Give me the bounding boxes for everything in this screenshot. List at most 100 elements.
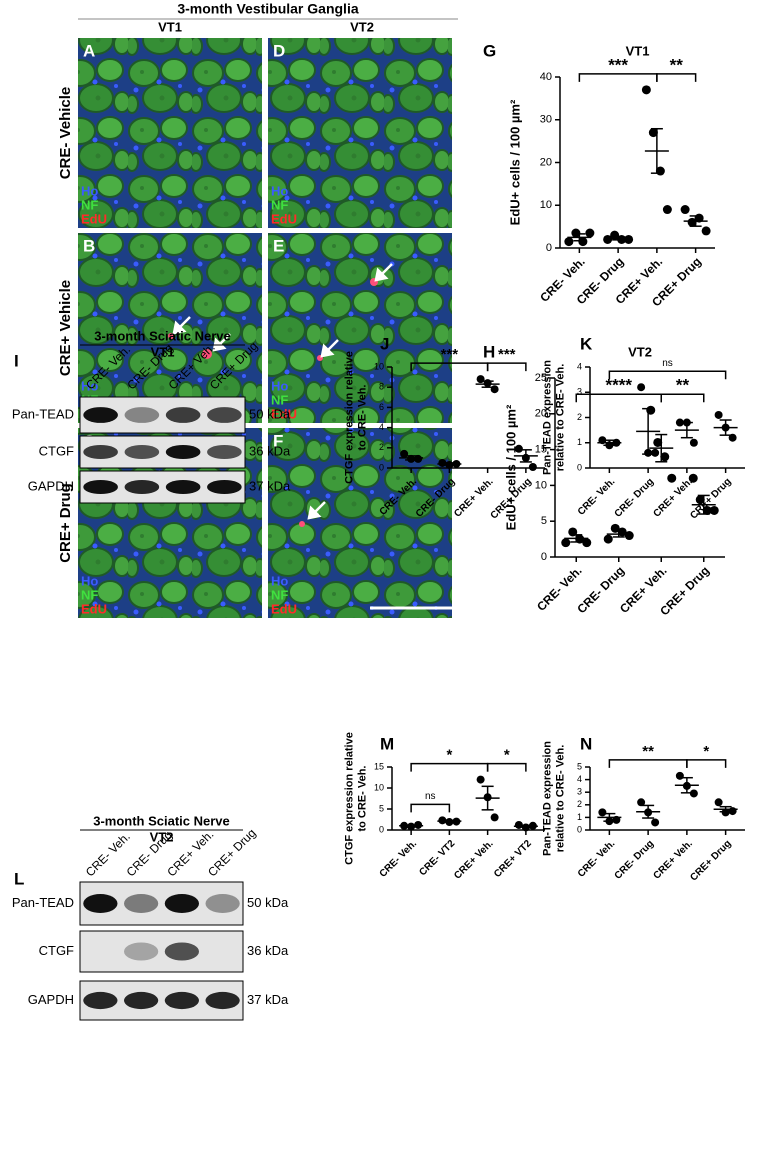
significance-bracket bbox=[608, 759, 688, 768]
blot-band bbox=[83, 991, 118, 1010]
y-tick-label: 0 bbox=[379, 462, 384, 472]
row-label: GAPDH bbox=[28, 992, 74, 1007]
channel-label: Ho bbox=[271, 573, 288, 588]
row-label: CTGF bbox=[39, 943, 74, 958]
y-tick-label: 40 bbox=[540, 71, 552, 83]
y-tick-label: 2 bbox=[577, 799, 582, 809]
data-point bbox=[709, 505, 719, 515]
channel-label: Ho bbox=[81, 573, 98, 588]
blot-band bbox=[83, 407, 118, 423]
data-point bbox=[648, 128, 658, 138]
x-tick-label: CRE- Veh. bbox=[378, 838, 420, 880]
panel-letter: I bbox=[14, 351, 19, 370]
panel-letter: F bbox=[273, 431, 283, 450]
significance-bracket bbox=[660, 393, 705, 403]
significance-bracket bbox=[410, 762, 489, 772]
row-label: CTGF bbox=[39, 443, 74, 458]
panel-letter: N bbox=[580, 734, 592, 753]
data-point bbox=[624, 234, 634, 244]
size-label: 37 kDa bbox=[247, 992, 289, 1007]
y-tick-label: 25 bbox=[535, 372, 547, 384]
significance-label: ** bbox=[670, 55, 684, 74]
y-axis-label: Pan-TEAD expression bbox=[541, 741, 553, 856]
data-point bbox=[662, 205, 672, 215]
significance-label: *** bbox=[441, 346, 459, 363]
x-tick-label: CRE- Drug bbox=[613, 476, 657, 520]
data-point bbox=[490, 385, 499, 394]
data-point bbox=[578, 237, 588, 247]
x-tick-label: CRE- VT2 bbox=[417, 838, 457, 878]
significance-bracket bbox=[486, 362, 527, 372]
data-point bbox=[702, 505, 712, 515]
y-tick-label: 5 bbox=[379, 803, 384, 813]
y-tick-label: 10 bbox=[374, 361, 384, 371]
channel-label: NF bbox=[81, 587, 98, 602]
channel-label: NF bbox=[271, 587, 288, 602]
y-tick-label: 20 bbox=[540, 156, 552, 168]
panel-letter: D bbox=[273, 41, 285, 60]
data-point bbox=[582, 538, 592, 548]
significance-label: *** bbox=[498, 346, 516, 363]
data-point bbox=[651, 448, 660, 457]
data-point bbox=[688, 473, 698, 483]
decorations bbox=[137, 263, 455, 610]
blot-band bbox=[164, 894, 199, 913]
blot-band bbox=[164, 942, 199, 961]
y-axis-label: CTGF expression relative bbox=[343, 732, 355, 865]
blot-strip bbox=[79, 930, 244, 973]
column-header: VT2 bbox=[350, 19, 374, 34]
figure-title: 3-month Vestibular Ganglia bbox=[177, 1, 358, 17]
channel-label: Ho bbox=[271, 378, 288, 393]
data-point bbox=[637, 798, 646, 807]
data-point bbox=[603, 234, 613, 244]
row-label: GAPDH bbox=[28, 478, 74, 493]
y-tick-label: 1 bbox=[577, 812, 582, 822]
size-label: 37 kDa bbox=[249, 478, 291, 493]
data-point bbox=[689, 789, 698, 798]
x-tick-label: CRE+ Veh. bbox=[452, 838, 496, 882]
blot-band bbox=[83, 894, 118, 913]
significance-bracket bbox=[486, 762, 527, 772]
data-point bbox=[675, 418, 684, 427]
panel-letter: J bbox=[380, 334, 389, 353]
size-label: 36 kDa bbox=[247, 943, 289, 958]
data-point bbox=[651, 818, 660, 827]
y-tick-label: 15 bbox=[535, 444, 547, 456]
data-point bbox=[598, 808, 607, 817]
channel-label: NF bbox=[271, 197, 288, 212]
data-point bbox=[637, 383, 646, 392]
y-tick-label: 5 bbox=[541, 515, 547, 527]
micrograph bbox=[268, 428, 452, 618]
blot-band bbox=[124, 991, 159, 1010]
significance-bracket bbox=[575, 393, 662, 403]
panel-letter: K bbox=[580, 334, 593, 353]
channel-label: Ho bbox=[81, 183, 98, 198]
y-tick-label: 0 bbox=[577, 462, 582, 472]
x-tick-label: CRE+ VT2 bbox=[492, 838, 534, 880]
panel-letter: E bbox=[273, 236, 284, 255]
data-point bbox=[680, 205, 690, 215]
y-axis-label: EdU+ cells / 100 µm² bbox=[503, 404, 518, 530]
micrograph bbox=[78, 233, 262, 423]
data-point bbox=[528, 462, 537, 471]
size-label: 50 kDa bbox=[247, 895, 289, 910]
micrograph bbox=[268, 233, 452, 423]
panel-letter: M bbox=[380, 734, 394, 753]
y-tick-label: 20 bbox=[535, 408, 547, 420]
x-tick-label: CRE+ Drug bbox=[688, 476, 733, 521]
data-point bbox=[476, 375, 485, 384]
significance-bracket bbox=[656, 73, 697, 82]
blot-band bbox=[165, 479, 201, 495]
y-tick-label: 10 bbox=[540, 199, 552, 211]
channel-label: EdU bbox=[271, 406, 297, 421]
blot-band bbox=[124, 479, 160, 495]
y-tick-label: 15 bbox=[374, 761, 384, 771]
chart-title: VT2 bbox=[628, 344, 652, 359]
data-point bbox=[653, 437, 663, 447]
data-point bbox=[603, 534, 613, 544]
chart-title: VT1 bbox=[626, 43, 650, 58]
data-point bbox=[714, 798, 723, 807]
y-tick-label: 0 bbox=[577, 824, 582, 834]
significance-label: * bbox=[703, 743, 709, 760]
